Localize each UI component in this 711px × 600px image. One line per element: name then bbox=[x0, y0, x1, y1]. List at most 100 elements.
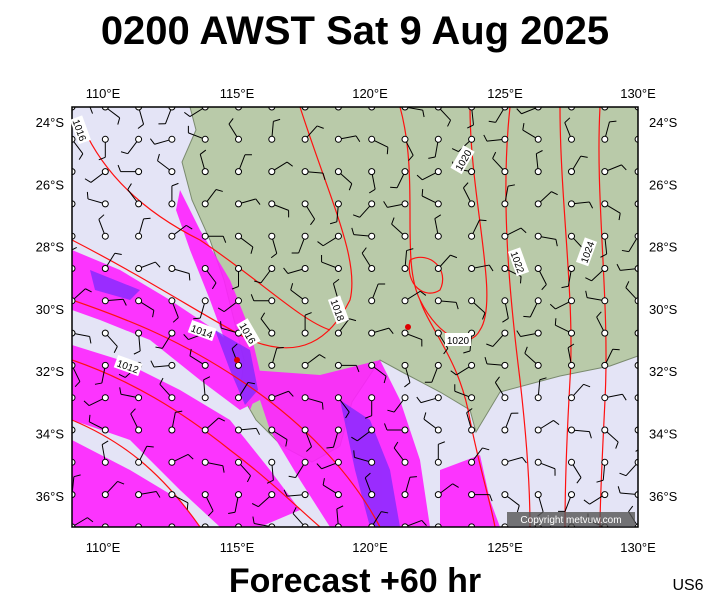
station bbox=[301, 426, 309, 434]
station bbox=[568, 491, 575, 499]
barb-flag bbox=[292, 507, 297, 514]
station bbox=[268, 265, 276, 272]
barb-flag bbox=[57, 220, 58, 227]
barb-flag bbox=[416, 174, 423, 181]
station bbox=[135, 458, 143, 466]
station bbox=[101, 265, 109, 272]
barb-flag bbox=[113, 346, 118, 353]
barb-flag bbox=[59, 444, 62, 451]
barb-flag bbox=[310, 218, 316, 226]
barb-flag bbox=[258, 88, 260, 95]
station bbox=[301, 168, 309, 176]
barb-flag bbox=[654, 357, 659, 362]
barb-shaft bbox=[204, 526, 206, 527]
lon-label-bottom: 110°E bbox=[86, 540, 121, 555]
barb-flag bbox=[211, 282, 217, 290]
lat-label-right: 28°S bbox=[649, 240, 678, 255]
station bbox=[334, 265, 342, 272]
station bbox=[368, 329, 376, 337]
station bbox=[601, 168, 609, 176]
barb-flag bbox=[247, 381, 256, 385]
station bbox=[468, 168, 476, 176]
station bbox=[468, 491, 476, 499]
barb-flag bbox=[355, 365, 360, 373]
station bbox=[534, 200, 542, 208]
station bbox=[534, 297, 542, 305]
barb-flag bbox=[83, 400, 90, 406]
barb-shaft bbox=[72, 235, 73, 237]
barb-flag bbox=[423, 412, 427, 420]
lon-label-bottom: 125°E bbox=[487, 540, 523, 555]
barb-flag bbox=[199, 149, 207, 155]
station bbox=[434, 135, 442, 143]
barb-flag bbox=[89, 107, 94, 114]
city-marker bbox=[405, 324, 411, 330]
station bbox=[401, 168, 409, 176]
barb-flag bbox=[580, 155, 588, 158]
barb-flag bbox=[250, 246, 254, 254]
barb-flag bbox=[186, 502, 189, 510]
barb-flag bbox=[353, 450, 355, 458]
barb-flag bbox=[120, 151, 128, 155]
station bbox=[301, 329, 309, 337]
station bbox=[368, 426, 376, 434]
station bbox=[434, 329, 442, 337]
station bbox=[301, 458, 309, 466]
lon-label-top: 120°E bbox=[352, 86, 388, 101]
station bbox=[301, 200, 309, 208]
station bbox=[268, 135, 276, 143]
station bbox=[235, 361, 242, 369]
barb-flag bbox=[621, 164, 627, 171]
barb-flag bbox=[260, 312, 266, 319]
station bbox=[268, 168, 276, 176]
station bbox=[201, 394, 209, 402]
station bbox=[301, 297, 309, 305]
barb-flag bbox=[316, 463, 322, 470]
station bbox=[201, 265, 209, 272]
barb-flag bbox=[482, 312, 486, 320]
station bbox=[401, 394, 409, 402]
station bbox=[434, 265, 442, 272]
station bbox=[201, 232, 209, 240]
barb-flag bbox=[541, 284, 547, 291]
barb-shaft bbox=[72, 461, 73, 463]
wind-barbs bbox=[57, 88, 659, 546]
barb-flag bbox=[222, 236, 227, 243]
barb-flag bbox=[483, 134, 488, 142]
barb-flag bbox=[220, 321, 222, 329]
station bbox=[334, 329, 342, 337]
station bbox=[135, 135, 143, 143]
lat-label-right: 36°S bbox=[649, 489, 678, 504]
barb-flag bbox=[89, 336, 92, 344]
station bbox=[601, 200, 609, 208]
station bbox=[101, 200, 109, 208]
station bbox=[301, 265, 309, 272]
barb-flag bbox=[215, 189, 223, 192]
station bbox=[501, 168, 509, 176]
station bbox=[201, 491, 209, 499]
station bbox=[468, 458, 476, 466]
station bbox=[168, 458, 176, 466]
station bbox=[368, 265, 376, 272]
station bbox=[135, 426, 143, 434]
barb-flag bbox=[322, 173, 326, 181]
barb-flag bbox=[149, 539, 152, 546]
barb-flag bbox=[254, 280, 262, 284]
station bbox=[601, 329, 609, 337]
lon-label-bottom: 130°E bbox=[620, 540, 656, 555]
barb-flag bbox=[283, 489, 288, 497]
station bbox=[301, 232, 309, 240]
station bbox=[501, 491, 509, 499]
barb-flag bbox=[130, 408, 136, 415]
barb-flag bbox=[612, 348, 620, 351]
station bbox=[334, 361, 342, 369]
barb-flag bbox=[118, 373, 126, 378]
barb-flag bbox=[172, 317, 179, 323]
station bbox=[168, 297, 176, 305]
station bbox=[568, 394, 575, 402]
barb-flag bbox=[549, 303, 556, 310]
barb-flag bbox=[94, 382, 102, 385]
station bbox=[168, 265, 176, 272]
city-marker bbox=[234, 357, 240, 363]
barb-flag bbox=[85, 288, 92, 293]
